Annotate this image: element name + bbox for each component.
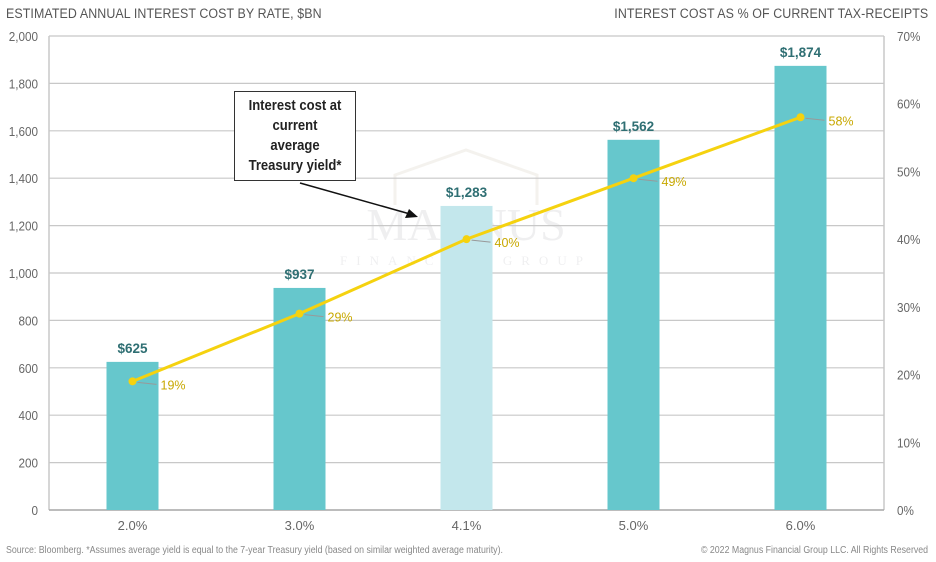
left-axis-tick-label: 1,400 <box>9 172 38 187</box>
line-label-leader <box>471 239 491 243</box>
line-label-leader <box>137 381 157 385</box>
x-axis-tick-label: 3.0% <box>285 518 315 533</box>
callout-box: Interest cost at current average Treasur… <box>234 91 356 181</box>
x-axis-tick-label: 6.0% <box>786 518 816 533</box>
bar <box>273 287 326 510</box>
line-point <box>128 377 137 386</box>
line-point <box>796 113 805 122</box>
left-axis-tick-label: 1,200 <box>9 219 38 234</box>
left-axis-tick-label: 0 <box>31 503 38 518</box>
line-label-leader <box>638 178 658 182</box>
copyright-note: © 2022 Magnus Financial Group LLC. All R… <box>700 545 928 556</box>
watermark-emblem <box>393 148 539 205</box>
line-label-leader <box>805 117 825 121</box>
line-value-label: 29% <box>328 311 353 325</box>
left-axis-tick-label: 2,000 <box>9 29 38 44</box>
chart-title-right: INTEREST COST AS % OF CURRENT TAX-RECEIP… <box>614 6 928 21</box>
bar-value-label: $937 <box>284 267 314 282</box>
left-axis-tick-label: 1,600 <box>9 124 38 139</box>
left-axis-tick-label: 600 <box>18 361 38 376</box>
right-axis-tick-label: 40% <box>897 233 920 248</box>
line-value-label: 58% <box>829 114 854 128</box>
bar-value-label: $1,283 <box>446 185 488 200</box>
line-point <box>629 174 638 183</box>
callout-arrowhead <box>405 209 418 218</box>
callout-line-1: Interest cost at <box>248 98 342 114</box>
line-value-label: 19% <box>161 378 186 392</box>
line-point <box>295 309 304 318</box>
line-point <box>462 235 471 244</box>
source-note: Source: Bloomberg. *Assumes average yiel… <box>6 545 503 556</box>
line-value-label: 40% <box>495 236 520 250</box>
line-value-label: 49% <box>662 175 687 189</box>
callout-line-4: Treasury yield* <box>248 158 342 174</box>
x-axis-tick-label: 5.0% <box>619 518 649 533</box>
line-label-leader <box>304 314 324 318</box>
right-axis-tick-label: 70% <box>897 29 920 44</box>
right-axis-tick-label: 30% <box>897 300 920 315</box>
bar <box>106 361 159 510</box>
callout-line-2: current <box>272 118 318 134</box>
left-axis-tick-label: 400 <box>18 409 38 424</box>
right-axis-tick-label: 20% <box>897 368 920 383</box>
bar-value-label: $625 <box>117 341 148 356</box>
right-axis-tick-label: 10% <box>897 436 920 451</box>
left-axis-tick-label: 1,800 <box>9 77 38 92</box>
bar <box>440 205 493 510</box>
bar-value-label: $1,562 <box>613 119 654 134</box>
left-axis-tick-label: 200 <box>18 456 38 471</box>
x-axis-tick-label: 4.1% <box>452 518 482 533</box>
right-axis-tick-label: 60% <box>897 97 920 112</box>
right-axis-tick-label: 50% <box>897 165 920 180</box>
left-axis-tick-label: 800 <box>18 314 38 329</box>
right-axis-tick-label: 0% <box>897 503 914 518</box>
bar-value-label: $1,874 <box>780 45 822 60</box>
x-axis-tick-label: 2.0% <box>118 518 148 533</box>
callout-arrow-line <box>299 182 411 215</box>
bar <box>774 65 827 510</box>
left-axis-tick-label: 1,000 <box>9 266 38 281</box>
bar <box>607 139 660 510</box>
chart-title-left: ESTIMATED ANNUAL INTEREST COST BY RATE, … <box>6 6 322 21</box>
callout-line-3: average <box>270 138 320 154</box>
